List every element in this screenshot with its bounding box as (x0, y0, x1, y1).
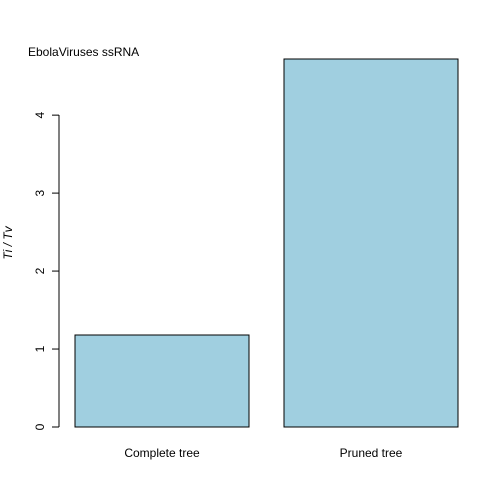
y-tick-label: 3 (33, 189, 47, 196)
bar-complete-tree (74, 334, 250, 428)
y-tick-label: 1 (33, 345, 47, 352)
x-axis-labels: Complete tree Pruned tree (124, 446, 402, 460)
y-tick-label: 2 (33, 267, 47, 274)
y-tick-label: 0 (33, 423, 47, 430)
y-axis-label: Ti / Tv (1, 225, 15, 259)
chart-title: EbolaViruses ssRNA (28, 45, 139, 59)
bar-pruned-tree (283, 58, 459, 428)
x-category-label: Pruned tree (340, 446, 403, 460)
x-category-label: Complete tree (124, 446, 200, 460)
y-axis-ticks: 0 1 2 3 4 (33, 111, 59, 430)
bars (74, 58, 459, 428)
y-tick-label: 4 (33, 111, 47, 118)
